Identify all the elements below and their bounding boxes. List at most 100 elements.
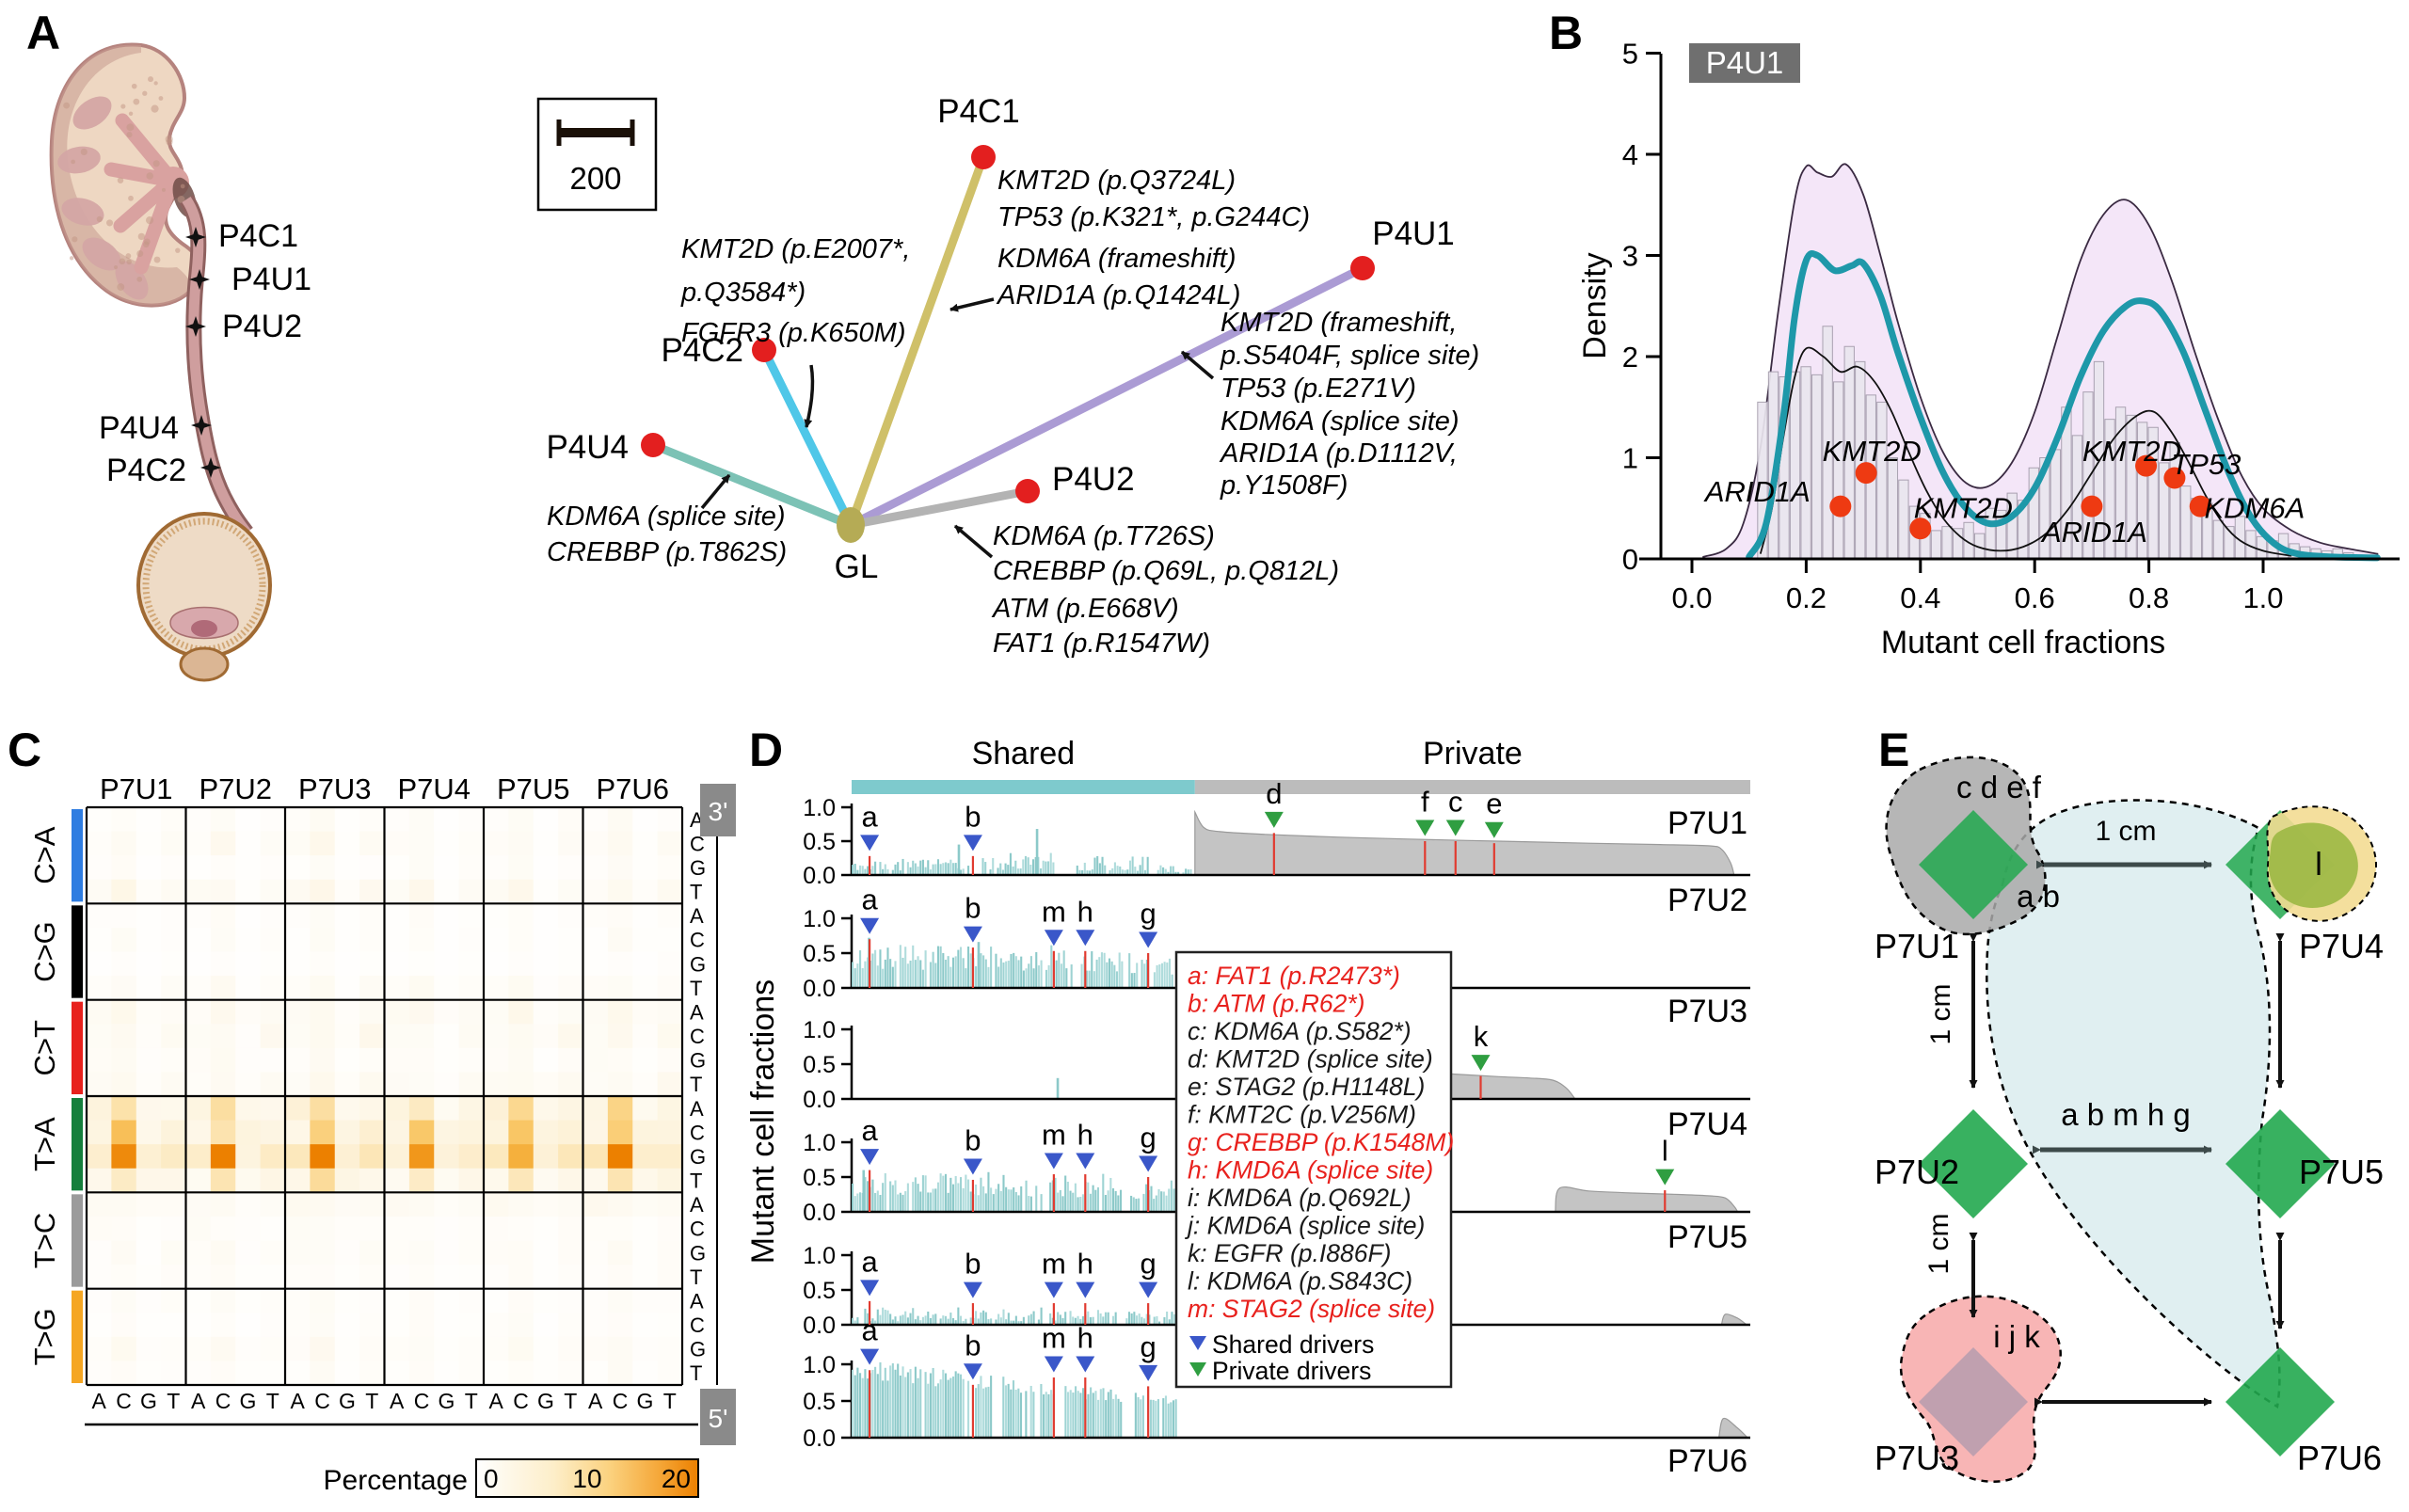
d-bar [980,1177,982,1212]
heatmap-cell [533,1313,559,1338]
d-bar [889,1313,892,1325]
c-right-letter: T [690,1265,702,1289]
d-bar [871,1179,874,1212]
heatmap-cell [260,999,286,1025]
d-bar [965,968,967,988]
heatmap-cell [334,1265,360,1290]
driver-label-ARID1A: ARID1A [2040,516,2147,549]
heatmap-cell [607,1313,633,1338]
d-bar [1040,1307,1043,1325]
d-bar [1045,861,1047,875]
heatmap-cell [458,807,485,833]
heatmap-cell [111,1361,137,1386]
heatmap-cell [408,807,435,833]
kidney-speckle [136,249,144,258]
annotation-arrow-P4U1 [1180,350,1215,380]
heatmap-cell [582,903,609,929]
d-bar [1022,1316,1025,1325]
heatmap-cell [558,1120,583,1145]
d-bar [1109,1389,1112,1438]
d-bar [1029,865,1032,875]
d-bar [989,869,992,875]
c-right-letter: C [690,929,705,952]
heatmap-cell [582,999,609,1025]
heatmap-cell [508,1072,534,1097]
heatmap-cell [111,1144,137,1170]
heatmap-cell [408,1192,435,1218]
d-bar [924,950,927,988]
heatmap-cell [260,1168,286,1193]
scale-bar-value: 200 [569,161,621,196]
heatmap-cell [484,1192,509,1218]
bladder-illustration [136,512,272,682]
heatmap-cell [533,1024,559,1049]
d-bar [1155,1195,1157,1212]
heatmap-cell [558,903,583,929]
c-bottom-letter: C [215,1389,231,1413]
d-bar [934,1188,937,1212]
heatmap-cell [508,1144,534,1170]
d-legend-entry-f: f: KMT2C (p.V256M) [1188,1101,1416,1129]
heatmap-cell [657,1336,683,1361]
c-right-letter: C [690,1121,705,1144]
c-rowgroup-strip-C>A [72,809,83,902]
heatmap-cell [434,1144,460,1170]
heatmap-cell [136,1168,162,1193]
d-bar [852,962,854,988]
heatmap-cell [384,951,410,977]
heatmap-cell [185,1240,212,1265]
d-bar [954,956,957,988]
d-bar [904,1191,907,1212]
d-bar [999,863,1002,875]
panel-b: 0 1 2 3 4 5 0.0 0.2 0.4 0.6 0.8 1.0 Mutant cell frac… [1577,38,2400,661]
d-bar [859,1192,862,1212]
d-bar [954,1371,957,1438]
d-bar [879,862,882,875]
d-bar [894,864,897,875]
heatmap-cell [111,927,137,952]
tree-label-P4C2: P4C2 [661,332,743,369]
heatmap-cell [87,1240,112,1265]
d-bar [914,863,917,875]
d-driver-marker-b [963,1158,982,1175]
heatmap-cell [359,1144,385,1170]
d-bar [917,956,919,988]
d-driver-letter-c: c [1448,786,1463,819]
d-bar [1171,974,1173,988]
d-row-y-tick-label: 0.5 [803,829,836,855]
heatmap-cell [458,999,485,1025]
d-bar [1155,1400,1157,1438]
d-bar [1153,1199,1156,1212]
d-teal-bars [852,1307,1176,1325]
heatmap-cell [285,903,311,929]
d-driver-marker-h [1076,1281,1095,1298]
c-bottom-letter: G [537,1389,554,1413]
driver-label-KMT2D: KMT2D [1823,435,1922,468]
tree-label-P4C1: P4C1 [937,93,1020,130]
sample-diamond-P7U6 [2226,1347,2335,1456]
heatmap-cell [185,927,212,952]
heatmap-cell [408,1072,435,1097]
c-rowgroup-label: T>G [28,1308,61,1365]
d-bar [1059,1189,1061,1212]
annotation-P4U2-line3: FAT1 (p.R1547W) [993,629,1210,659]
heatmap-cell [161,1336,186,1361]
d-bar [1009,852,1012,875]
d-bar [864,868,867,875]
heatmap-cell [161,927,186,952]
d-bar [1013,952,1015,988]
d-bar [1027,857,1029,875]
e-sample-P7U6: P7U6 [2297,1439,2382,1477]
heatmap-cell [533,1216,559,1241]
heatmap-cell [235,831,262,856]
d-bar [1131,856,1134,875]
annotation-P4U1-line2: TP53 (p.E271V) [1220,374,1416,404]
d-bar [934,864,937,875]
driver-dot-TP53 [2163,467,2186,489]
heatmap-cell [582,807,609,833]
d-bar [906,1183,909,1212]
d-bar [999,1317,1002,1325]
d-row-y-tick-label: 1.0 [803,1243,836,1269]
d-row-y-tick-label: 0.0 [803,863,836,889]
